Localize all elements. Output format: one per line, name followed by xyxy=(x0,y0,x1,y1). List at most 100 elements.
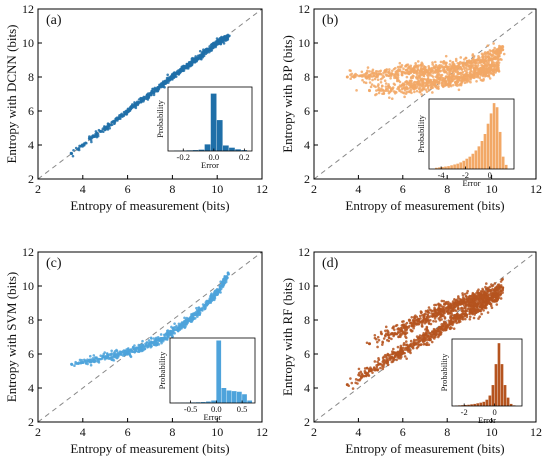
data-point xyxy=(447,304,451,307)
data-point xyxy=(410,69,413,73)
data-point xyxy=(401,326,404,330)
data-point xyxy=(420,322,424,326)
data-point xyxy=(97,361,101,364)
data-point xyxy=(448,70,452,73)
data-point xyxy=(463,317,467,321)
data-point xyxy=(385,361,389,365)
series-point xyxy=(182,322,186,326)
data-point xyxy=(429,82,433,86)
data-point xyxy=(139,100,143,104)
inset-x-tick-label: -2 xyxy=(461,407,468,417)
data-point xyxy=(493,295,496,298)
data-point xyxy=(410,324,414,328)
data-point xyxy=(125,348,128,351)
data-point xyxy=(85,141,88,145)
data-point xyxy=(439,325,443,329)
data-point xyxy=(468,315,472,319)
data-point xyxy=(211,44,215,47)
data-point xyxy=(392,90,396,93)
x-tick-label: 4 xyxy=(355,182,361,196)
data-point xyxy=(428,73,432,77)
data-point xyxy=(384,329,387,333)
histogram-bar xyxy=(198,149,205,151)
data-point xyxy=(495,297,499,301)
data-point xyxy=(444,75,448,79)
data-point xyxy=(427,334,431,338)
data-point xyxy=(481,55,485,59)
panel-label: (a) xyxy=(46,13,62,28)
data-point xyxy=(409,76,413,80)
data-point xyxy=(349,77,352,81)
histogram-bar xyxy=(483,134,487,169)
data-point xyxy=(390,97,394,101)
data-point xyxy=(204,52,208,56)
data-point xyxy=(381,356,385,360)
data-point xyxy=(410,342,413,346)
histogram-bar xyxy=(210,93,217,151)
data-point xyxy=(413,80,417,84)
data-point xyxy=(197,306,201,309)
data-point xyxy=(492,71,495,74)
data-point xyxy=(351,387,355,390)
data-point xyxy=(481,300,485,304)
histogram-bar xyxy=(229,147,235,151)
data-point xyxy=(379,69,383,73)
data-point xyxy=(392,82,396,86)
series-point xyxy=(434,68,438,72)
data-point xyxy=(373,333,377,337)
data-point xyxy=(179,322,183,326)
data-point xyxy=(388,68,391,71)
data-point xyxy=(207,301,211,304)
data-point xyxy=(441,327,444,331)
inset-histogram: -0.2 0.0 0.2 Error Probability xyxy=(155,86,253,170)
data-point xyxy=(372,84,376,88)
data-point xyxy=(124,112,127,116)
data-point xyxy=(183,326,186,329)
data-point xyxy=(397,86,401,90)
data-point xyxy=(162,337,166,340)
y-axis-label: Entropy with RF (bits) xyxy=(280,278,295,396)
data-point xyxy=(466,289,469,293)
data-point xyxy=(375,364,378,367)
data-point xyxy=(456,61,460,65)
data-point xyxy=(485,74,488,77)
data-point xyxy=(496,65,500,69)
histogram-bar xyxy=(464,404,467,406)
data-point xyxy=(387,74,391,78)
data-point xyxy=(131,350,134,354)
data-point xyxy=(498,52,501,56)
series-point xyxy=(215,291,219,295)
data-point xyxy=(484,57,488,60)
data-point xyxy=(410,79,413,83)
data-point xyxy=(485,64,488,68)
histogram-bar xyxy=(211,400,216,403)
data-point xyxy=(399,350,403,354)
data-point xyxy=(412,326,415,330)
data-point xyxy=(459,60,462,64)
data-point xyxy=(392,347,395,351)
series-point xyxy=(226,272,230,276)
data-point xyxy=(407,346,410,349)
data-point xyxy=(433,317,437,320)
data-point xyxy=(421,340,425,343)
data-point xyxy=(379,80,383,84)
data-point xyxy=(380,84,384,88)
data-point xyxy=(94,132,97,136)
data-point xyxy=(350,72,354,76)
data-point xyxy=(143,347,147,351)
data-point xyxy=(433,66,436,69)
inset-x-tick-label: 0.0 xyxy=(211,404,222,414)
data-point xyxy=(455,299,458,303)
series-point xyxy=(182,67,186,70)
data-point xyxy=(349,377,352,380)
histogram-bar xyxy=(492,103,496,169)
series-point xyxy=(456,65,460,69)
series-point xyxy=(368,342,371,346)
data-point xyxy=(222,42,226,45)
data-point xyxy=(481,71,484,74)
data-point xyxy=(200,57,203,61)
data-point xyxy=(422,343,425,346)
data-point xyxy=(444,63,448,66)
data-point xyxy=(78,358,82,362)
data-point xyxy=(381,92,384,96)
